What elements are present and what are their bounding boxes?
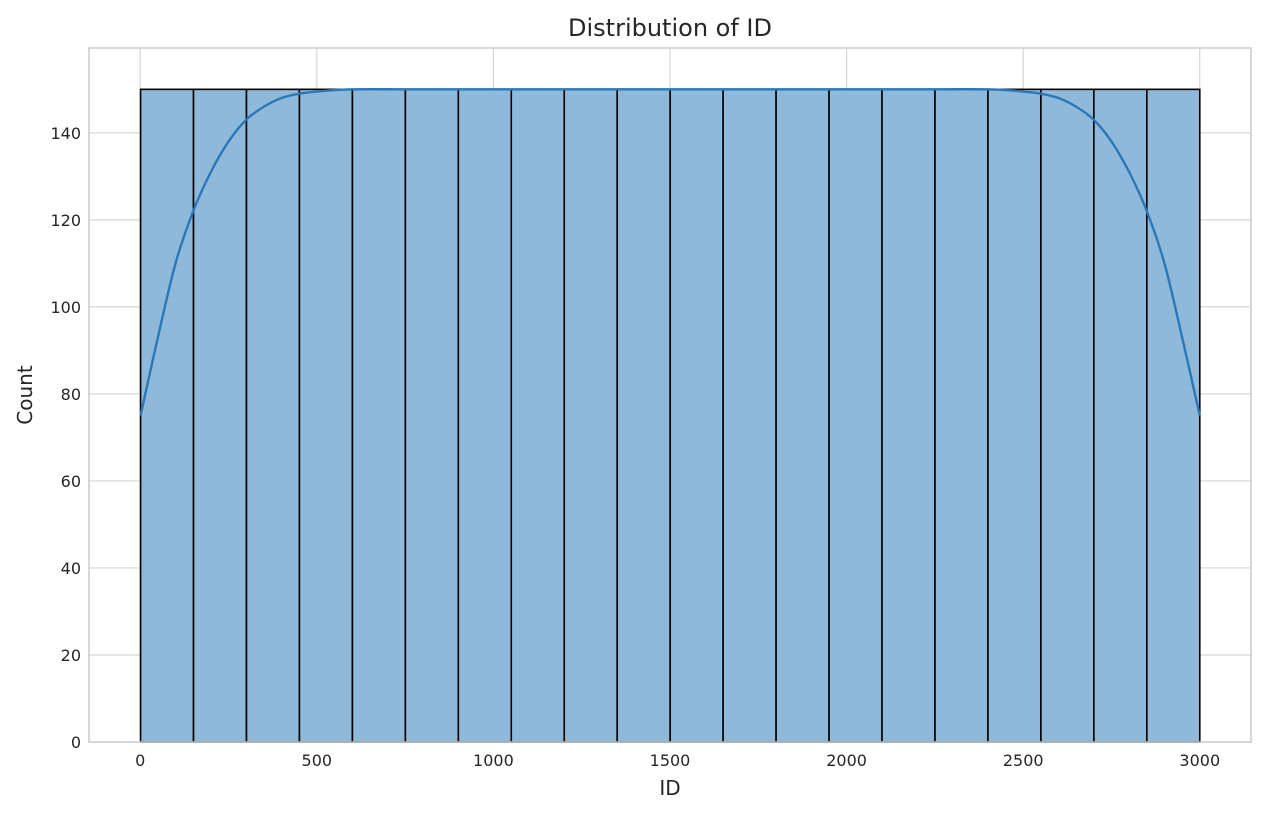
histogram-bar xyxy=(881,88,936,743)
histogram-bar xyxy=(1093,88,1148,743)
histogram-bar xyxy=(775,88,830,743)
y-tick-label: 80 xyxy=(61,385,81,404)
histogram-bar xyxy=(1146,88,1201,743)
histogram-bar xyxy=(351,88,407,743)
y-tick-label: 140 xyxy=(50,124,81,143)
histogram-bar xyxy=(669,88,724,743)
x-tick-label: 1000 xyxy=(473,751,514,770)
y-tick-label: 0 xyxy=(71,733,81,752)
y-tick-label: 60 xyxy=(61,472,81,491)
x-tick-label: 0 xyxy=(135,751,145,770)
y-tick-label: 40 xyxy=(61,559,81,578)
histogram-bar xyxy=(510,88,566,743)
kde-line xyxy=(139,87,1201,416)
histogram-bar xyxy=(563,88,619,743)
axes-frame xyxy=(88,47,1252,743)
histogram-bars xyxy=(139,88,1201,743)
x-tick-label: 1500 xyxy=(650,751,691,770)
histogram-bar xyxy=(987,88,1042,743)
x-tick-label: 2500 xyxy=(1003,751,1044,770)
y-tick-label: 20 xyxy=(61,646,81,665)
x-tick-label: 500 xyxy=(302,751,333,770)
histogram-bar xyxy=(934,88,989,743)
histogram-bar xyxy=(245,88,301,743)
histogram-bar xyxy=(192,88,248,743)
y-tick-label: 120 xyxy=(50,211,81,230)
histogram-bar xyxy=(616,88,671,743)
y-tick-label: 100 xyxy=(50,298,81,317)
x-axis-label: ID xyxy=(659,776,680,800)
kde-layer xyxy=(139,87,1201,416)
histogram-bar xyxy=(139,88,195,743)
histogram-bar xyxy=(404,88,460,743)
y-axis-label: Count xyxy=(13,365,37,425)
x-tick-labels: 0 500 1000 1500 2000 2500 3000 xyxy=(135,751,1220,770)
x-tick-label: 3000 xyxy=(1179,751,1220,770)
chart-title: Distribution of ID xyxy=(568,14,772,42)
x-tick-label: 2000 xyxy=(826,751,867,770)
histogram-bar xyxy=(457,88,513,743)
y-tick-labels: 0 20 40 60 80 100 120 140 xyxy=(50,124,81,752)
histogram-bar xyxy=(1040,88,1095,743)
histogram-bar xyxy=(298,88,354,743)
histogram-bar xyxy=(828,88,883,743)
histogram-bar xyxy=(722,88,777,743)
